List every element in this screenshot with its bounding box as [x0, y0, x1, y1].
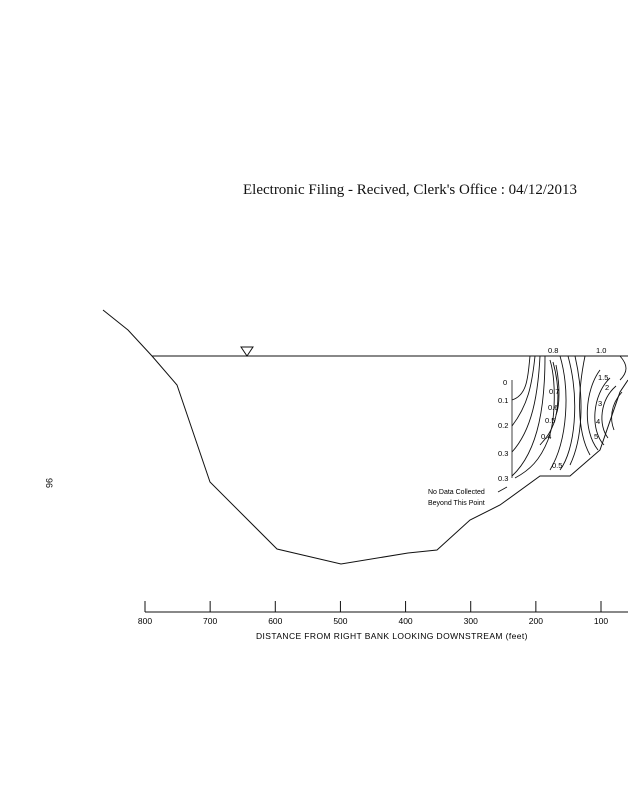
- x-tick-label-400: 400: [398, 616, 412, 626]
- x-axis-ticks: 800 700 600 500 400 300 200 100: [138, 601, 608, 626]
- depth-label-4: 0.3: [498, 474, 508, 483]
- channel-bed-profile: [102, 309, 628, 565]
- x-tick-label-200: 200: [529, 616, 543, 626]
- contour-label-0-5: 0.5: [545, 416, 555, 425]
- contour-label-1-5: 1.5: [598, 373, 608, 382]
- x-tick-label-700: 700: [203, 616, 217, 626]
- contour-label-0-7: 0.7: [549, 387, 559, 396]
- contour-label-0-5-lower: 0.5: [552, 461, 562, 470]
- contour-label-2: 2: [605, 383, 609, 392]
- x-tick-label-500: 500: [333, 616, 347, 626]
- filing-stamp: Electronic Filing - Recived, Clerk's Off…: [243, 182, 578, 198]
- x-tick-label-300: 300: [464, 616, 478, 626]
- depth-label-0: 0: [503, 378, 507, 387]
- contour-label-4: 4: [596, 417, 600, 426]
- velocity-contours-right: [579, 355, 627, 456]
- water-surface-triangle-icon: [240, 346, 254, 357]
- annotation-arrow: [497, 486, 508, 493]
- annotation-line-2: Beyond This Point: [428, 500, 485, 507]
- contour-label-0-6: 0.6: [548, 403, 558, 412]
- contour-label-0-8: 0.8: [548, 346, 558, 355]
- contour-label-1-0: 1.0: [596, 346, 606, 355]
- depth-label-1: 0.1: [498, 396, 508, 405]
- contour-label-0-4: 0.4: [541, 432, 551, 441]
- x-axis-label: DISTANCE FROM RIGHT BANK LOOKING DOWNSTR…: [256, 631, 528, 641]
- contour-label-5: 5: [594, 432, 598, 441]
- depth-label-2: 0.2: [498, 421, 508, 430]
- velocity-contours-left: [511, 355, 582, 479]
- x-tick-label-600: 600: [268, 616, 282, 626]
- depth-label-3: 0.3: [498, 449, 508, 458]
- contour-label-3: 3: [598, 399, 602, 408]
- x-tick-label-800: 800: [138, 616, 152, 626]
- annotation-line-1: No Data Collected: [428, 489, 485, 496]
- x-tick-label-100: 100: [594, 616, 608, 626]
